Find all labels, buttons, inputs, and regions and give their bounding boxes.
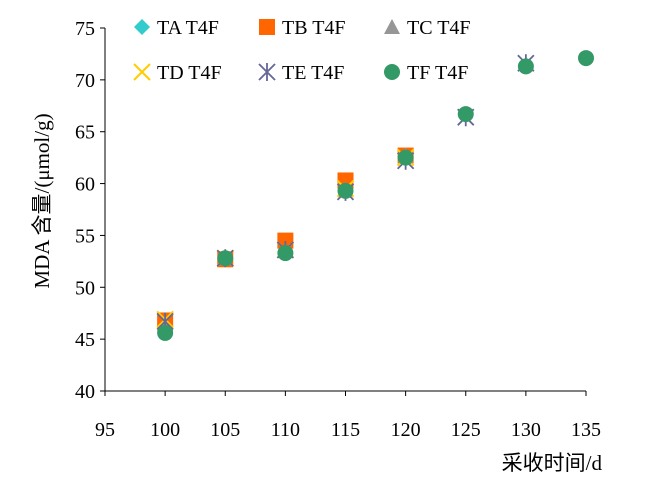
y-tick-label: 75	[75, 18, 95, 40]
legend-item-tb-t4f: TB T4F	[259, 17, 346, 39]
y-tick-label: 55	[75, 225, 95, 247]
x-tick-label: 135	[571, 419, 601, 441]
legend-marker-ta-t4f	[134, 19, 150, 35]
data-point-tf-t4f	[157, 324, 174, 341]
x-tick-label: 95	[95, 419, 115, 441]
data-point-tf-t4f	[578, 50, 594, 67]
legend-label-te-t4f: TE T4F	[282, 62, 344, 84]
y-tick-label: 65	[75, 122, 95, 144]
y-tick-label: 60	[75, 174, 95, 196]
x-tick-label: 125	[451, 419, 481, 441]
series-tf-t4f	[157, 50, 594, 341]
y-tick-label: 70	[75, 70, 95, 92]
x-tick-label: 130	[511, 419, 541, 441]
y-tick-label: 40	[75, 381, 95, 403]
legend-marker-tb-t4f	[259, 19, 275, 35]
legend-label-tf-t4f: TF T4F	[407, 62, 468, 84]
x-tick-label: 100	[150, 419, 180, 441]
data-point-tf-t4f	[517, 58, 534, 75]
x-tick-label: 115	[331, 419, 360, 441]
legend: TA T4F TB T4F TC T4F TD T4F TE T4F TF T4F	[133, 17, 471, 84]
legend-marker-td-t4f	[133, 63, 151, 81]
data-point-tf-t4f	[277, 245, 294, 262]
series-tb-t4f	[157, 147, 414, 329]
legend-item-te-t4f: TE T4F	[258, 62, 344, 84]
y-axis-title: MDA 含量/(μmol/g)	[30, 113, 54, 288]
data-point-tf-t4f	[457, 106, 474, 123]
legend-label-td-t4f: TD T4F	[157, 62, 222, 84]
legend-label-ta-t4f: TA T4F	[157, 17, 219, 39]
legend-label-tb-t4f: TB T4F	[282, 17, 346, 39]
data-point-tf-t4f	[337, 182, 354, 199]
data-point-tf-t4f	[397, 149, 414, 166]
legend-marker-te-t4f	[258, 63, 276, 81]
plot-marks	[156, 50, 594, 341]
legend-label-tc-t4f: TC T4F	[407, 17, 471, 39]
legend-item-tf-t4f: TF T4F	[384, 62, 468, 84]
legend-item-td-t4f: TD T4F	[133, 62, 222, 84]
legend-item-ta-t4f: TA T4F	[134, 17, 219, 39]
x-axis-title: 采收时间/d	[502, 451, 603, 475]
y-tick-label: 45	[75, 329, 95, 351]
legend-marker-tf-t4f	[384, 64, 400, 80]
ticks: 40 45 50 55 60 65 70 75 95 100 105 110 115 120 125 130 1…	[75, 18, 601, 441]
x-tick-label: 105	[210, 419, 240, 441]
legend-item-tc-t4f: TC T4F	[384, 17, 471, 39]
axes: 40 45 50 55 60 65 70 75 95 100 105 110 115 120 125 130 1…	[75, 18, 601, 441]
x-tick-label: 110	[271, 419, 300, 441]
x-tick-label: 120	[391, 419, 421, 441]
data-point-tf-t4f	[217, 250, 234, 267]
legend-marker-tc-t4f	[384, 19, 400, 34]
y-tick-label: 50	[75, 277, 95, 299]
